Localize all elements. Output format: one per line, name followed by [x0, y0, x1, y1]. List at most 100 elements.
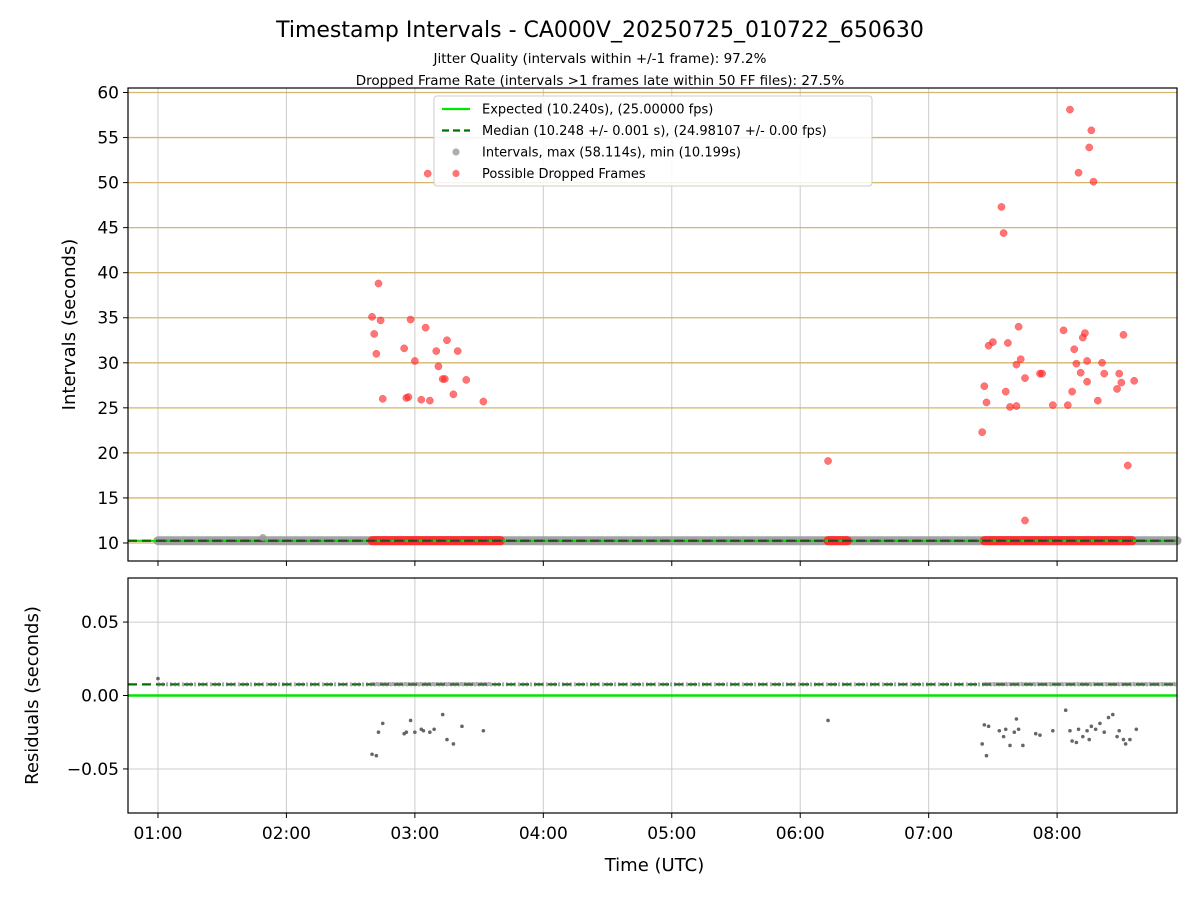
dropped-point-56: [1085, 143, 1094, 152]
residual-point-2: [374, 753, 379, 758]
subtitle-dropped: Dropped Frame Rate (intervals >1 frames …: [356, 73, 845, 89]
intervals-ytick-label-1: 15: [97, 489, 119, 509]
dropped-point-6: [400, 344, 409, 353]
dropped-point-54: [1083, 357, 1091, 365]
residual-point-27: [1012, 730, 1017, 735]
dropped-point-4: [376, 316, 385, 325]
chart-title: Timestamp Intervals - CA000V_20250725_01…: [275, 18, 924, 43]
dropped-point-36: [1012, 360, 1021, 369]
residual-point-28: [1014, 717, 1019, 721]
dropped-point-61: [1100, 369, 1109, 378]
xtick-label-6: 07:00: [904, 824, 953, 844]
legend-box: [433, 95, 873, 187]
dropped-point-16: [434, 362, 443, 371]
intervals-ytick-label-4: 30: [97, 354, 119, 374]
xtick-label-1: 02:00: [262, 824, 311, 844]
residual-point-8: [413, 730, 417, 735]
dropped-point-43: [1048, 401, 1057, 409]
intervals-ytick-label-6: 40: [97, 264, 119, 284]
residual-point-37: [1074, 740, 1079, 745]
residual-point-44: [1098, 721, 1102, 726]
residual-point-32: [1038, 733, 1042, 737]
intervals-frame: [127, 87, 1178, 562]
residual-point-35: [1068, 728, 1072, 733]
residual-point-16: [460, 724, 464, 729]
residual-point-19: [980, 742, 984, 746]
residual-point-29: [1016, 727, 1021, 732]
intervals-ytick-label-2: 20: [97, 444, 119, 464]
dropped-point-19: [443, 336, 451, 345]
dropped-point-12: [421, 323, 430, 332]
legend-label-dropped: Possible Dropped Frames: [482, 167, 646, 182]
dropped-point-26: [980, 382, 989, 391]
residual-point-14: [445, 737, 449, 742]
residual-point-42: [1089, 724, 1094, 729]
residual-point-47: [1110, 712, 1115, 717]
residual-point-30: [1021, 743, 1025, 748]
dropped-point-59: [1093, 396, 1102, 405]
xtick-label-7: 08:00: [1033, 824, 1082, 844]
dropped-point-67: [1130, 376, 1139, 385]
residual-point-52: [1128, 737, 1132, 742]
dropped-point-44: [1059, 326, 1068, 335]
dropped-point-10: [411, 357, 419, 365]
dropped-point-37: [1014, 322, 1023, 331]
dropped-point-8: [404, 393, 413, 401]
dropped-point-64: [1117, 378, 1126, 387]
intervals-ytick-label-9: 55: [97, 129, 119, 149]
residual-point-49: [1117, 728, 1121, 733]
dropped-point-27: [982, 398, 991, 407]
dropped-point-21: [453, 347, 462, 355]
residual-point-33: [1051, 728, 1055, 733]
xtick-label-0: 01:00: [133, 824, 182, 844]
residual-point-15: [451, 742, 456, 746]
residual-point-41: [1087, 737, 1092, 742]
residual-point-45: [1102, 730, 1107, 735]
dropped-point-45: [1063, 401, 1072, 409]
dropped-point-2: [372, 349, 381, 358]
legend-swatch-dropped: [452, 169, 460, 178]
residual-point-36: [1070, 739, 1074, 743]
dropped-point-57: [1087, 126, 1096, 135]
dropped-point-23: [479, 397, 488, 406]
dropped-point-25: [978, 428, 987, 437]
residuals-panel: −0.05 0.00 0.05 01:00 02:00 03:00 04:00 05:00 06…: [22, 577, 1178, 876]
dropped-point-33: [1004, 339, 1012, 347]
dropped-point-62: [1113, 385, 1121, 393]
dropped-point-40: [1021, 374, 1029, 382]
residual-point-0: [156, 676, 160, 681]
dropped-point-35: [1012, 402, 1021, 410]
dropped-point-51: [1076, 368, 1085, 377]
residuals-y-axis-label: Residuals (seconds): [22, 606, 43, 785]
residual-point-6: [404, 730, 409, 735]
dropped-point-55: [1083, 377, 1091, 386]
residual-point-26: [1008, 743, 1012, 748]
residual-point-40: [1085, 728, 1089, 733]
dropped-point-47: [1068, 387, 1076, 396]
dropped-point-50: [1074, 168, 1083, 177]
dropped-point-11: [417, 395, 426, 404]
intervals-ytick-label-10: 60: [97, 84, 119, 104]
dropped-point-31: [999, 229, 1008, 237]
dropped-point-14: [426, 396, 434, 405]
residual-point-39: [1081, 734, 1085, 739]
dropped-point-39: [1021, 516, 1029, 525]
dropped-point-63: [1115, 369, 1124, 378]
residual-point-51: [1123, 742, 1128, 746]
residual-point-48: [1115, 734, 1119, 739]
residual-point-53: [1134, 727, 1139, 732]
dropped-point-0: [368, 312, 376, 321]
residual-point-25: [1003, 727, 1008, 732]
intervals-y-axis-label: Intervals (seconds): [59, 239, 80, 411]
interval-point-0: [259, 533, 267, 542]
legend-label-intervals: Intervals, max (58.114s), min (10.199s): [482, 146, 741, 161]
dropped-point-32: [1001, 387, 1010, 396]
residual-point-21: [984, 753, 989, 758]
residual-point-1: [370, 752, 374, 757]
residuals-ytick-label-1: 0.00: [81, 687, 119, 707]
dropped-point-30: [997, 203, 1006, 211]
dropped-point-18: [440, 375, 449, 383]
residuals-ytick-label-2: 0.05: [81, 613, 119, 633]
residual-point-18: [826, 718, 830, 723]
dropped-point-48: [1070, 345, 1079, 354]
